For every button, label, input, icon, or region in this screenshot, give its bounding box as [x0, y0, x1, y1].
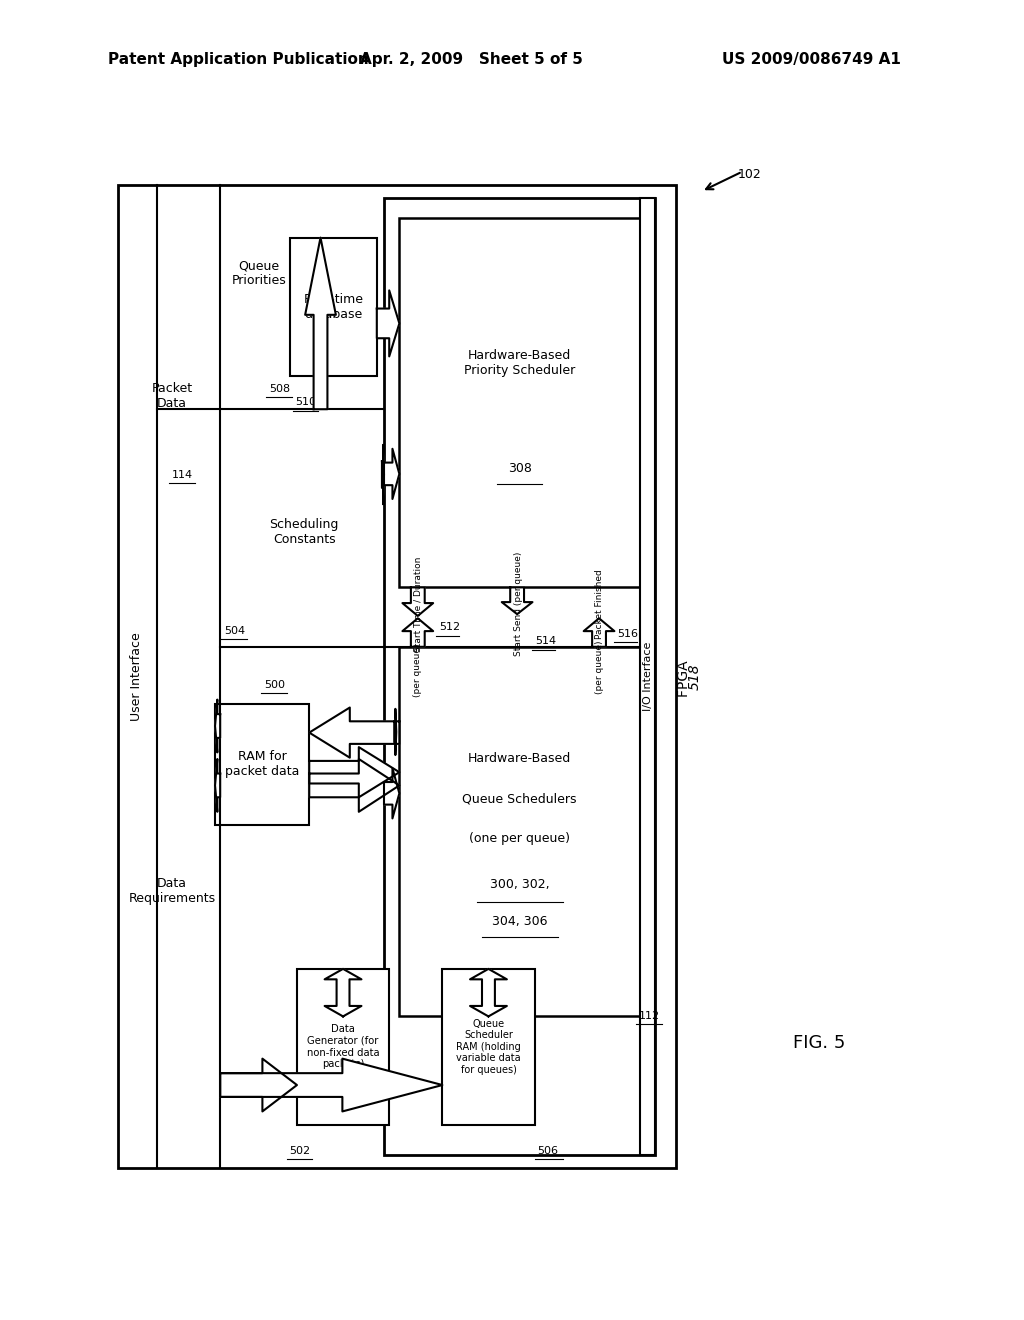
Bar [399, 218, 640, 587]
Polygon shape [309, 708, 399, 758]
Text: Patent Application Publication: Patent Application Publication [108, 51, 369, 67]
Bar [297, 969, 389, 1125]
Text: 308: 308 [508, 462, 531, 475]
Text: (one per queue): (one per queue) [469, 832, 570, 845]
Text: Queue
Scheduler
RAM (holding
variable data
for queues): Queue Scheduler RAM (holding variable da… [456, 1019, 521, 1074]
Polygon shape [305, 238, 336, 409]
Text: Packet
Data: Packet Data [152, 381, 193, 411]
Text: 112: 112 [639, 1011, 660, 1022]
Polygon shape [402, 618, 433, 647]
Text: Data
Requirements: Data Requirements [128, 876, 216, 906]
Polygon shape [220, 1059, 442, 1111]
Text: Real-time
database: Real-time database [303, 293, 364, 321]
Text: RAM for
packet data: RAM for packet data [225, 750, 299, 779]
Text: Packet Finished: Packet Finished [595, 569, 603, 639]
Bar [640, 198, 655, 1155]
Polygon shape [384, 768, 399, 818]
Text: User Interface: User Interface [130, 632, 142, 721]
Polygon shape [309, 747, 399, 797]
Text: 508: 508 [269, 384, 291, 395]
Bar [215, 704, 309, 825]
Polygon shape [215, 700, 220, 752]
Polygon shape [502, 587, 532, 614]
Text: 506: 506 [538, 1146, 559, 1156]
Bar [384, 198, 655, 1155]
Bar [399, 647, 640, 1016]
Polygon shape [382, 445, 384, 504]
Polygon shape [584, 618, 614, 647]
Polygon shape [402, 587, 433, 616]
Text: 300, 302,: 300, 302, [489, 878, 550, 891]
Polygon shape [384, 449, 399, 499]
Text: Data
Generator (for
non-fixed data
packets): Data Generator (for non-fixed data packe… [307, 1024, 379, 1069]
Text: Hardware-Based
Priority Scheduler: Hardware-Based Priority Scheduler [464, 348, 575, 378]
Polygon shape [215, 759, 220, 812]
Text: 102: 102 [737, 168, 761, 181]
Text: Start Time / Duration: Start Time / Duration [414, 556, 422, 652]
Bar [290, 238, 377, 376]
Text: 502: 502 [289, 1146, 310, 1156]
Polygon shape [394, 709, 396, 755]
Text: Queue
Priorities: Queue Priorities [231, 259, 287, 288]
Bar [442, 969, 535, 1125]
Text: Apr. 2, 2009   Sheet 5 of 5: Apr. 2, 2009 Sheet 5 of 5 [359, 51, 583, 67]
Polygon shape [325, 969, 361, 1016]
Text: (per queue): (per queue) [595, 640, 603, 694]
Text: Scheduling
Constants: Scheduling Constants [269, 517, 339, 546]
Text: I/O Interface: I/O Interface [643, 642, 652, 711]
Text: US 2009/0086749 A1: US 2009/0086749 A1 [722, 51, 901, 67]
Text: Queue Schedulers: Queue Schedulers [463, 792, 577, 805]
Text: (per queue): (per queue) [414, 643, 422, 697]
Text: 114: 114 [172, 470, 194, 480]
Text: 304, 306: 304, 306 [492, 915, 548, 928]
Text: 510: 510 [295, 397, 316, 408]
Polygon shape [309, 759, 399, 812]
Text: 500: 500 [264, 680, 286, 690]
Text: FIG. 5: FIG. 5 [793, 1034, 846, 1052]
Text: 516: 516 [617, 628, 639, 639]
Text: 512: 512 [439, 622, 461, 632]
Text: Hardware-Based: Hardware-Based [468, 752, 571, 766]
Text: 514: 514 [536, 635, 557, 645]
Polygon shape [470, 969, 507, 1016]
Polygon shape [220, 1059, 297, 1111]
Text: 504: 504 [224, 626, 246, 636]
Polygon shape [377, 290, 399, 356]
Text: Start Send (per queue): Start Send (per queue) [514, 552, 522, 656]
Text: FPGA: FPGA [677, 656, 691, 697]
Bar [118, 185, 676, 1168]
Text: 518: 518 [687, 663, 701, 690]
